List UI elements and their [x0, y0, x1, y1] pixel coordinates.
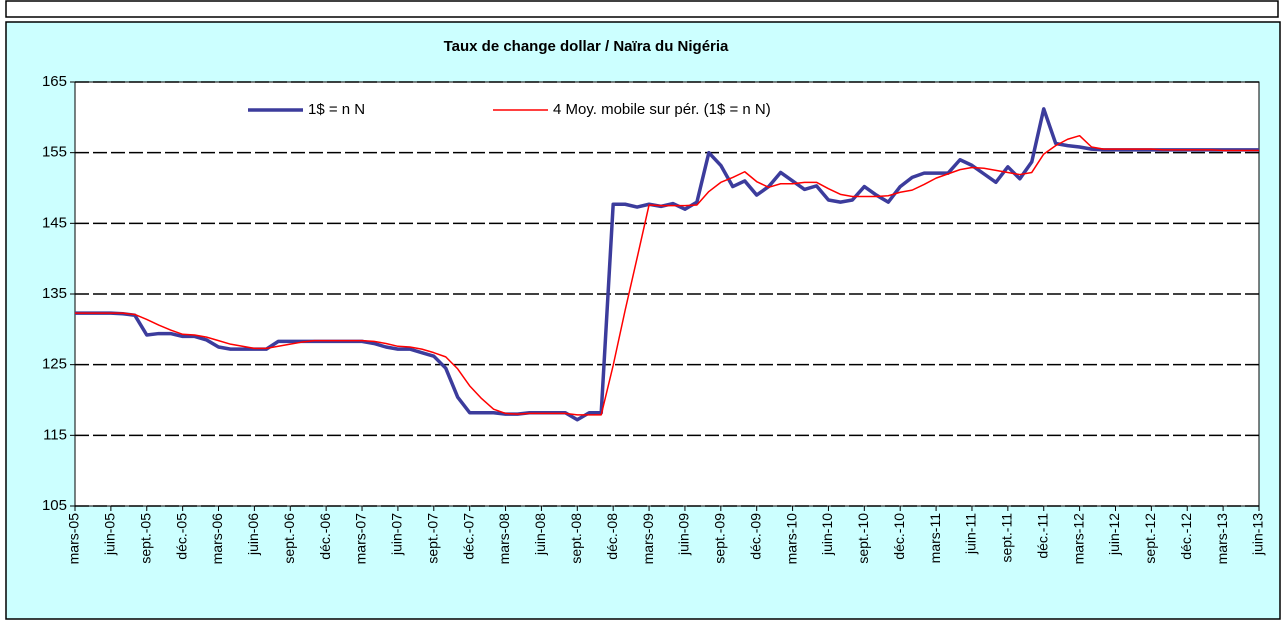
legend-label: 4 Moy. mobile sur pér. (1$ = n N)	[553, 101, 771, 118]
x-tick-label: mars-05	[66, 513, 82, 565]
y-tick-label: 155	[42, 144, 67, 161]
x-tick-label: juin-05	[102, 513, 118, 556]
y-tick-label: 105	[42, 497, 67, 514]
y-tick-label: 135	[42, 285, 67, 302]
x-tick-label: mars-07	[353, 513, 369, 565]
x-tick-label: sept.-11	[999, 513, 1015, 563]
x-tick-label: juin-11	[963, 513, 979, 555]
x-tick-label: juin-13	[1250, 513, 1266, 556]
x-tick-label: déc.-05	[173, 513, 189, 560]
top-box	[5, 0, 1279, 18]
y-tick-label: 125	[42, 356, 67, 373]
x-tick-label: sept.-12	[1142, 513, 1158, 564]
plot-area	[74, 81, 1260, 507]
x-tick-label: juin-09	[676, 513, 692, 556]
x-tick-label: juin-08	[532, 513, 548, 556]
x-tick-label: sept.-09	[712, 513, 728, 564]
x-tick-label: sept.-08	[568, 513, 584, 564]
x-tick-label: déc.-07	[460, 513, 476, 560]
x-tick-label: mars-10	[783, 513, 799, 565]
x-tick-label: mars-12	[1070, 513, 1086, 565]
x-tick-label: déc.-12	[1178, 513, 1194, 560]
x-tick-label: mars-06	[209, 513, 225, 565]
x-tick-label: sept.-06	[281, 513, 297, 564]
y-tick-label: 115	[43, 426, 67, 443]
y-tick-label: 165	[42, 73, 67, 90]
x-tick-label: mars-13	[1214, 513, 1230, 565]
x-tick-label: juin-12	[1106, 513, 1122, 556]
x-tick-label: juin-07	[389, 513, 405, 556]
x-tick-label: juin-10	[819, 513, 835, 556]
x-tick-label: sept.-10	[855, 513, 871, 564]
x-tick-label: mars-11	[927, 513, 943, 564]
x-tick-label: déc.-11	[1034, 513, 1050, 559]
x-tick-label: déc.-09	[747, 513, 763, 560]
x-tick-label: déc.-10	[891, 513, 907, 560]
legend-label: 1$ = n N	[308, 101, 365, 118]
x-tick-label: sept.-05	[137, 513, 153, 564]
series-line	[75, 134, 1259, 416]
x-tick-label: déc.-06	[317, 513, 333, 560]
x-tick-label: sept.-07	[424, 513, 440, 564]
x-tick-label: mars-09	[640, 513, 656, 565]
x-tick-label: juin-06	[245, 513, 261, 556]
y-tick-label: 145	[42, 214, 67, 231]
x-tick-label: déc.-08	[604, 513, 620, 560]
chart-title: Taux de change dollar / Naïra du Nigéria	[444, 38, 729, 55]
x-tick-label: mars-08	[496, 513, 512, 565]
